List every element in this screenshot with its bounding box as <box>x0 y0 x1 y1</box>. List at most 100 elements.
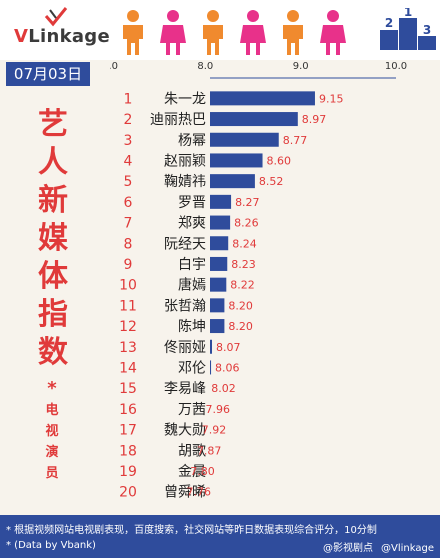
rank-label: 20 <box>119 485 137 501</box>
rank-label: 1 <box>124 91 133 107</box>
footer-note: * 根据视频网站电视剧表现，百度搜索，社交网站等昨日数据表现综合评分，10分制 <box>6 525 377 536</box>
value-label: 8.77 <box>283 134 308 147</box>
name-label: 罗晋 <box>178 195 206 211</box>
name-label: 魏大勋 <box>164 423 206 439</box>
footer: * 根据视频网站电视剧表现，百度搜索，社交网站等昨日数据表现综合评分，10分制 … <box>0 515 440 558</box>
rank-label: 8 <box>124 236 133 252</box>
side-title-char: 媒 <box>38 221 68 256</box>
value-label: 8.22 <box>230 279 255 292</box>
rank-label: 6 <box>124 195 133 211</box>
rank-label: 10 <box>119 278 137 294</box>
date-badge: 07月03日 <box>6 62 90 86</box>
rank-label: 14 <box>119 360 137 376</box>
side-subtitle: 电 视 演 员 <box>40 400 64 484</box>
side-subtitle-char: 员 <box>45 466 59 481</box>
name-label: 鞠婧祎 <box>164 174 206 190</box>
logo-text: VLinkage <box>14 26 110 47</box>
logo-rest: Linkage <box>28 26 110 47</box>
rank-label: 9 <box>124 257 133 273</box>
podium-icon: 2 1 3 <box>380 8 436 50</box>
rank-label: 2 <box>124 112 133 128</box>
watermark-1: @影视剧点 <box>323 543 374 554</box>
value-label: 8.06 <box>215 361 240 374</box>
value-label: 8.24 <box>232 237 256 250</box>
vlinkage-logo: VLinkage <box>14 6 110 54</box>
header-strip: VLinkage 2 1 3 <box>0 0 440 60</box>
value-label: 7.96 <box>206 403 231 416</box>
logo-v: V <box>14 26 29 47</box>
value-label: 8.23 <box>231 258 256 271</box>
side-subtitle-char: 电 <box>45 403 59 418</box>
bar <box>210 91 315 106</box>
side-subtitle-char: 演 <box>45 445 59 460</box>
x-tick-label: 7.0 <box>110 61 118 72</box>
rank-label: 15 <box>119 381 137 397</box>
bar <box>210 215 231 230</box>
name-label: 白宇 <box>178 257 206 273</box>
rank-label: 13 <box>119 340 137 356</box>
bar <box>210 298 225 313</box>
value-label: 8.20 <box>228 299 253 312</box>
people-icons <box>123 10 346 55</box>
value-label: 7.76 <box>186 486 211 499</box>
rank-label: 16 <box>119 402 137 418</box>
person-icon <box>123 10 143 55</box>
bar <box>210 360 212 375</box>
bar <box>210 339 213 354</box>
value-label: 8.60 <box>267 154 292 167</box>
name-label: 朱一龙 <box>164 91 206 107</box>
value-label: 8.07 <box>216 341 241 354</box>
bar <box>210 277 227 292</box>
value-label: 9.15 <box>319 92 344 105</box>
x-tick-label: 10.0 <box>385 61 407 72</box>
bar <box>210 153 263 168</box>
name-label: 邓伦 <box>178 360 206 376</box>
side-title-char: 人 <box>38 145 68 180</box>
podium-digit-1: 1 <box>404 8 412 19</box>
side-title-char: 艺 <box>38 107 68 142</box>
side-subtitle-char: 视 <box>45 424 59 439</box>
rank-label: 3 <box>124 133 133 149</box>
value-label: 8.97 <box>302 113 327 126</box>
name-label: 阮经天 <box>164 236 206 252</box>
podium-digit-3: 3 <box>423 23 431 37</box>
rank-label: 18 <box>119 443 137 459</box>
bar <box>210 174 255 189</box>
rank-label: 17 <box>119 423 137 439</box>
name-label: 曾舜晞 <box>164 485 206 501</box>
side-title: 艺 人 新 媒 体 指 数 <box>28 106 78 372</box>
podium-digit-2: 2 <box>385 16 393 30</box>
watermark: @影视剧点 @Vlinkage <box>315 539 434 554</box>
side-title-char: 指 <box>38 297 68 332</box>
footer-source: * (Data by Vbank) <box>6 540 96 551</box>
person-icon <box>203 10 223 55</box>
bar <box>210 132 279 147</box>
rank-label: 19 <box>119 464 137 480</box>
name-label: 金晨 <box>178 464 206 480</box>
bar <box>210 256 228 271</box>
name-label: 胡歌 <box>178 443 206 459</box>
name-label: 佟丽娅 <box>164 340 206 356</box>
name-label: 杨幂 <box>178 133 206 149</box>
name-label: 赵丽颖 <box>164 153 206 169</box>
value-label: 8.27 <box>235 196 260 209</box>
rank-label: 11 <box>119 298 137 314</box>
side-title-char: 数 <box>38 335 68 370</box>
logo-check-icon <box>44 7 68 27</box>
x-tick-label: 9.0 <box>293 61 309 72</box>
value-label: 7.80 <box>190 465 215 478</box>
side-star: * <box>47 378 57 399</box>
name-label: 迪丽热巴 <box>150 112 206 128</box>
value-label: 8.52 <box>259 175 284 188</box>
value-label: 8.26 <box>234 217 259 230</box>
person-icon <box>240 10 266 55</box>
x-tick-label: 8.0 <box>197 61 213 72</box>
value-label: 7.92 <box>202 424 227 437</box>
value-label: 8.20 <box>228 320 253 333</box>
name-label: 郑爽 <box>178 216 206 232</box>
side-title-char: 新 <box>38 183 68 218</box>
rank-label: 5 <box>124 174 133 190</box>
bar <box>210 319 225 334</box>
name-label: 陈坤 <box>178 318 206 335</box>
rank-label: 12 <box>119 319 137 335</box>
